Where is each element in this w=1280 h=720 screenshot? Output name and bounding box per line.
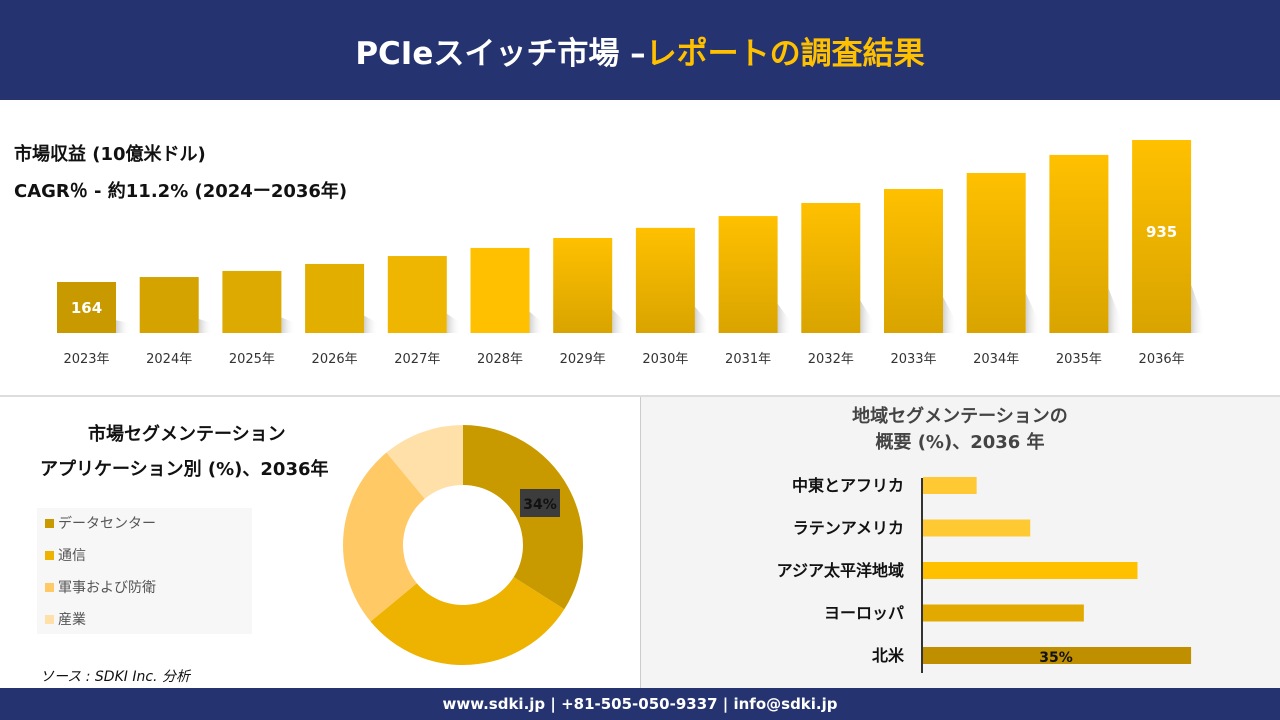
legend-swatch [45,550,54,560]
region-bar [923,519,1031,537]
bar-shadow [1191,284,1206,333]
x-tick-label: 2033年 [890,352,936,367]
revenue-bar [966,172,1026,333]
footer-contact: www.sdki.jp | +81-505-050-9337 | info@sd… [0,688,1280,720]
application-title-1: 市場セグメンテーション [88,424,286,445]
x-tick-label: 2032年 [808,352,854,367]
bar-shadow [198,319,213,333]
legend-item: データセンター [45,513,156,533]
bar-data-label: 164 [71,299,102,317]
region-label: 北米 [872,646,905,665]
revenue-bar [1132,140,1192,333]
region-label: ヨーロッパ [824,604,904,623]
legend-swatch [45,518,54,528]
revenue-bar [884,188,943,333]
revenue-bar [305,263,365,333]
x-tick-label: 2034年 [973,352,1019,367]
revenue-bar [718,216,778,333]
revenue-bar [222,270,282,333]
region-bar [923,604,1084,622]
bar-shadow [116,320,130,333]
header-banner: PCIeスイッチ市場 – レポートの調査結果 [0,0,1280,100]
section-divider [0,395,1280,397]
donut-slice [343,452,425,622]
donut-slice [386,425,463,499]
bar-shadow [364,315,379,333]
revenue-bar [801,202,861,333]
bar-data-label: 935 [1146,223,1177,241]
bar-shadow [694,306,709,333]
legend-label: データセンター [58,516,156,532]
revenue-bar [139,277,199,333]
title-white: PCIeスイッチ市場 – [355,35,646,72]
x-tick-label: 2036年 [1139,352,1185,367]
title-yellow: レポートの調査結果 [645,35,925,72]
region-bar [923,477,977,494]
bar-shadow [446,313,461,333]
bar-shadow [281,317,296,333]
donut-label-box [520,489,560,517]
legend-item: 産業 [45,609,86,629]
revenue-bar [470,247,530,333]
revenue-bar [57,282,116,333]
application-donut-chart: 34% [343,425,583,665]
cagr-text: CAGR％ - 約11.2% (2024ー2036年) [14,181,348,202]
bar-shadow [1025,292,1040,333]
region-title-2: 概要 (%)、2036 年 [875,432,1045,453]
bar-shadow [943,296,957,333]
bar-shadow [777,303,792,333]
bar-shadow [1108,288,1123,333]
x-tick-label: 2031年 [725,352,771,367]
x-tick-label: 2027年 [394,352,440,367]
region-bar [923,647,1192,664]
legend-item: 軍事および防衛 [45,577,156,597]
revenue-title: 市場収益 (10億米ドル) [14,144,206,165]
bar-shadow [612,309,627,333]
x-tick-label: 2026年 [312,352,358,367]
donut-slice [463,425,583,610]
x-tick-label: 2028年 [477,352,523,367]
donut-data-label: 34% [523,497,557,513]
region-title-1: 地域セグメンテーションの [852,406,1068,427]
bar-shadow [529,311,544,333]
x-tick-label: 2025年 [229,352,275,367]
legend-label: 軍事および防衛 [58,580,156,596]
legend-label: 通信 [58,548,86,564]
application-title-2: アプリケーション別 (%)、2036年 [40,459,329,480]
revenue-bar-chart: 164 2023年 2024年 2025年 2026年 2027年 2028年 2029年 20… [57,140,1206,367]
x-tick-label: 2024年 [146,352,192,367]
region-label: 中東とアフリカ [792,476,904,495]
revenue-bar [553,237,613,333]
revenue-bar [1049,154,1109,333]
region-panel [640,397,1280,688]
x-tick-label: 2029年 [560,352,606,367]
legend-item: 通信 [45,545,86,565]
legend-swatch [45,582,54,592]
x-tick-label: 2023年 [63,352,109,367]
region-label: アジア太平洋地域 [777,561,904,580]
revenue-bar [387,256,447,333]
region-title: 地域セグメンテーションの 概要 (%)、2036 年 [640,404,1280,456]
source-note: ソース : SDKI Inc. 分析 [40,669,190,685]
x-tick-label: 2030年 [642,352,688,367]
legend-label: 産業 [58,612,86,628]
application-legend [37,508,252,634]
x-tick-label: 2035年 [1056,352,1102,367]
revenue-bar [635,227,695,333]
legend-swatch [45,614,54,624]
bar-shadow [860,300,875,333]
donut-slice [370,577,565,665]
region-bar [923,562,1138,579]
region-label: ラテンアメリカ [793,519,904,538]
region-data-label: 35% [1039,650,1073,666]
